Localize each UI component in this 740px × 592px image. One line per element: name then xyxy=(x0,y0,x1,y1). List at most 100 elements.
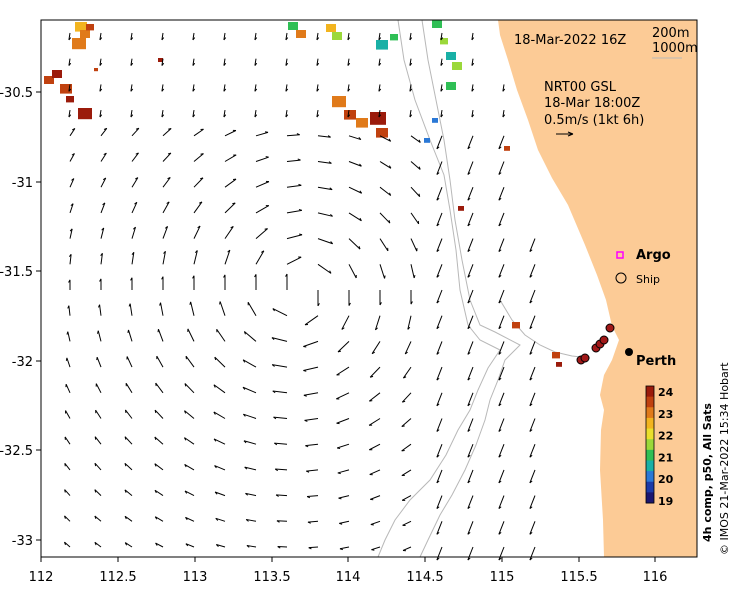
colorbar-swatch xyxy=(646,428,654,440)
current-vector xyxy=(272,390,288,394)
current-vector xyxy=(154,436,164,445)
current-vector xyxy=(244,466,257,471)
current-vector xyxy=(69,203,74,214)
current-vector xyxy=(467,212,474,227)
current-vector xyxy=(467,341,474,355)
current-vector xyxy=(274,442,288,446)
current-vector xyxy=(371,546,381,551)
current-vector xyxy=(498,289,505,304)
current-vector xyxy=(471,58,475,66)
current-vector xyxy=(255,228,268,239)
current-vector xyxy=(316,110,320,118)
current-vector xyxy=(304,418,319,422)
current-vector xyxy=(68,58,72,66)
current-vector xyxy=(498,315,505,330)
current-vector xyxy=(130,110,134,118)
current-vector xyxy=(317,186,333,191)
isobath-1000m xyxy=(377,19,501,558)
current-vector xyxy=(529,264,536,278)
isobaths xyxy=(377,19,591,558)
current-vector xyxy=(378,32,382,41)
sst-patch xyxy=(390,34,398,41)
current-vector xyxy=(347,58,351,66)
current-vector xyxy=(379,290,382,306)
colorbar-tick-label: 23 xyxy=(658,408,673,421)
current-vector xyxy=(471,84,475,92)
current-vector xyxy=(378,58,382,66)
current-vector xyxy=(379,186,392,196)
current-vector xyxy=(467,135,474,150)
colorbar-frame xyxy=(645,385,655,504)
current-scale: 0.5m/s (1kt 6h) xyxy=(544,113,644,128)
current-vector xyxy=(159,302,164,316)
current-vector xyxy=(467,392,474,407)
current-vector xyxy=(64,436,71,445)
current-vector xyxy=(410,212,420,225)
sst-patch xyxy=(344,110,356,120)
current-vector xyxy=(161,32,165,41)
current-vector xyxy=(99,32,103,41)
x-tick-label: 113 xyxy=(183,570,208,585)
current-vector xyxy=(286,158,301,162)
current-vector xyxy=(306,495,319,499)
current-vector xyxy=(440,84,444,92)
current-vector xyxy=(124,436,133,445)
current-vector xyxy=(156,355,164,368)
current-vector xyxy=(97,330,102,342)
current-vector xyxy=(65,410,71,419)
current-vector xyxy=(126,356,133,368)
colorbar-tick-label: 22 xyxy=(658,430,673,443)
y-axis: -30.5 -31 -31.5 -32 -32.5 -33 xyxy=(0,86,41,549)
current-vector xyxy=(64,515,71,522)
current-vector xyxy=(317,290,320,307)
depth-label-1000m: 1000m xyxy=(652,41,698,56)
current-vector xyxy=(436,264,443,278)
current-vector xyxy=(498,546,505,561)
current-vector xyxy=(131,201,138,214)
current-vector xyxy=(317,212,333,217)
current-vector xyxy=(162,201,170,214)
current-vector xyxy=(348,212,362,222)
current-vector xyxy=(529,546,536,561)
current-vector xyxy=(154,516,164,522)
current-vector xyxy=(317,161,332,164)
sst-patch xyxy=(158,58,163,62)
current-vector xyxy=(409,58,413,66)
current-vector xyxy=(369,392,381,402)
current-vector xyxy=(436,161,443,175)
current-vector xyxy=(255,131,269,137)
colorbar-swatch xyxy=(646,386,654,398)
argo-label: Argo xyxy=(636,248,671,263)
current-vector xyxy=(94,436,102,445)
current-vector xyxy=(223,58,227,66)
current-vector xyxy=(254,274,257,290)
current-vector xyxy=(193,153,204,162)
current-vector xyxy=(223,110,227,118)
current-vector xyxy=(498,418,505,432)
current-vector xyxy=(436,546,443,561)
current-vector xyxy=(286,133,300,137)
current-vector xyxy=(369,443,381,451)
current-vector xyxy=(215,543,226,548)
current-vector xyxy=(69,178,75,188)
current-vector xyxy=(379,238,389,252)
current-vector xyxy=(498,366,505,381)
current-vector xyxy=(66,331,71,342)
current-vector xyxy=(498,212,505,227)
current-vector xyxy=(440,110,444,118)
current-vector xyxy=(369,366,381,378)
current-vector xyxy=(277,546,288,549)
colorbar-swatch xyxy=(646,407,654,419)
current-vector xyxy=(131,251,135,265)
current-vector xyxy=(274,468,288,472)
current-vector xyxy=(99,278,102,290)
current-vector xyxy=(255,156,269,162)
current-vector xyxy=(436,495,443,510)
current-vector xyxy=(436,187,443,201)
current-vector xyxy=(224,249,231,265)
current-vector xyxy=(124,542,133,548)
x-axis: 112 112.5 113 113.5 114 114.5 115 115.5 116 xyxy=(29,557,667,585)
current-vector xyxy=(223,32,227,41)
sst-patch xyxy=(356,118,368,128)
current-vector xyxy=(285,84,289,92)
